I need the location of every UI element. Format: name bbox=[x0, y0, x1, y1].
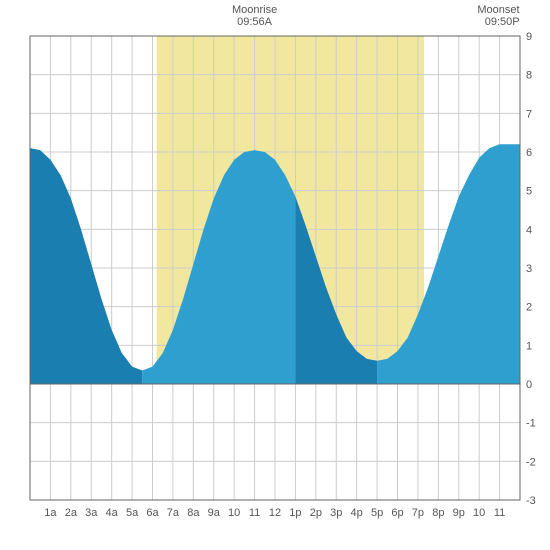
moonrise-title: Moonrise bbox=[225, 4, 285, 16]
svg-text:11: 11 bbox=[249, 507, 260, 519]
tide-chart: Moonrise 09:56A Moonset 09:50P -3-2-1012… bbox=[0, 0, 550, 550]
svg-text:11: 11 bbox=[494, 507, 505, 519]
svg-text:10: 10 bbox=[228, 507, 240, 519]
svg-text:3a: 3a bbox=[85, 507, 98, 519]
svg-text:9p: 9p bbox=[453, 507, 465, 519]
svg-text:0: 0 bbox=[526, 379, 532, 391]
svg-text:-3: -3 bbox=[526, 495, 536, 507]
svg-text:7p: 7p bbox=[412, 507, 424, 519]
svg-text:2a: 2a bbox=[65, 507, 78, 519]
moonset-title: Moonset bbox=[460, 4, 520, 16]
svg-text:8: 8 bbox=[526, 70, 532, 82]
svg-text:9: 9 bbox=[526, 31, 532, 43]
moonset-label: Moonset 09:50P bbox=[460, 4, 520, 28]
svg-text:4: 4 bbox=[526, 224, 532, 236]
svg-text:2p: 2p bbox=[310, 507, 322, 519]
svg-text:3p: 3p bbox=[330, 507, 342, 519]
svg-text:6a: 6a bbox=[146, 507, 159, 519]
svg-text:6: 6 bbox=[526, 147, 532, 159]
svg-text:4p: 4p bbox=[351, 507, 363, 519]
svg-text:6p: 6p bbox=[391, 507, 403, 519]
svg-text:1: 1 bbox=[526, 340, 532, 352]
svg-text:7a: 7a bbox=[167, 507, 180, 519]
svg-text:1a: 1a bbox=[44, 507, 57, 519]
moonset-time: 09:50P bbox=[460, 16, 520, 28]
svg-text:1p: 1p bbox=[289, 507, 301, 519]
svg-text:5p: 5p bbox=[371, 507, 383, 519]
svg-text:8p: 8p bbox=[432, 507, 444, 519]
svg-text:-2: -2 bbox=[526, 456, 536, 468]
svg-text:7: 7 bbox=[526, 108, 532, 120]
svg-text:8a: 8a bbox=[187, 507, 200, 519]
svg-text:2: 2 bbox=[526, 302, 532, 314]
svg-text:-1: -1 bbox=[526, 418, 536, 430]
svg-text:4a: 4a bbox=[106, 507, 119, 519]
svg-text:9a: 9a bbox=[208, 507, 221, 519]
moonrise-time: 09:56A bbox=[225, 16, 285, 28]
chart-svg: -3-2-101234567891a2a3a4a5a6a7a8a9a101112… bbox=[0, 0, 550, 550]
svg-text:5: 5 bbox=[526, 186, 532, 198]
svg-text:5a: 5a bbox=[126, 507, 139, 519]
svg-text:12: 12 bbox=[269, 507, 281, 519]
svg-text:3: 3 bbox=[526, 263, 532, 275]
moonrise-label: Moonrise 09:56A bbox=[225, 4, 285, 28]
svg-text:10: 10 bbox=[473, 507, 485, 519]
